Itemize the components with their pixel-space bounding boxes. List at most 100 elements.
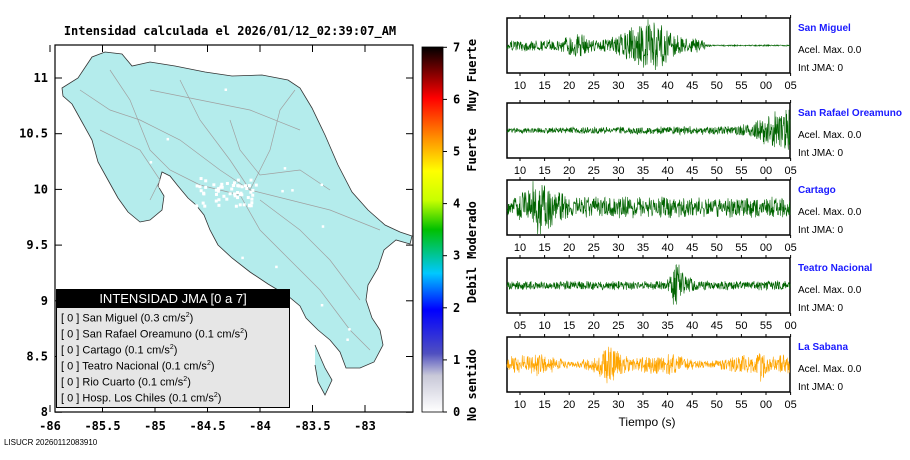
station-dot bbox=[242, 203, 246, 207]
station-dot bbox=[187, 241, 191, 245]
time-tick-label: 50 bbox=[711, 80, 723, 92]
legend-pga-close: ) bbox=[244, 328, 248, 341]
station-dot bbox=[214, 188, 218, 192]
colorbar-category-label: Debil bbox=[465, 267, 479, 303]
station-dot bbox=[249, 178, 253, 182]
station-dot bbox=[348, 328, 351, 331]
station-dot bbox=[216, 189, 220, 193]
colorbar-category-label: No sentido bbox=[465, 349, 479, 421]
time-tick-label: 55 bbox=[735, 80, 747, 92]
station-dot bbox=[275, 265, 278, 269]
time-tick-label: 40 bbox=[661, 165, 673, 177]
time-tick-label: 20 bbox=[563, 80, 575, 92]
waveform-panel: 10 15 20 25 30 35 40 45 50 55 00 05 bbox=[506, 100, 797, 177]
station-dot bbox=[240, 185, 244, 189]
time-tick-label: 10 bbox=[514, 165, 526, 177]
station-dot bbox=[217, 198, 221, 202]
time-tick-label: 00 bbox=[760, 399, 772, 411]
station-name: Teatro Nacional bbox=[798, 263, 873, 274]
station-dot bbox=[236, 196, 240, 200]
station-dot bbox=[198, 185, 202, 189]
station-dot bbox=[283, 167, 287, 170]
time-tick-label: 05 bbox=[784, 399, 796, 411]
time-tick-label: 50 bbox=[711, 399, 723, 411]
station-dot bbox=[162, 269, 165, 272]
colorbar-category-label: Moderado bbox=[465, 201, 479, 259]
time-tick-label: 20 bbox=[563, 242, 575, 254]
legend-pga: (0.1 cm/s bbox=[124, 344, 170, 357]
station-dot bbox=[199, 189, 203, 193]
station-max-accel: Acel. Max. 0.0 bbox=[798, 45, 862, 56]
time-tick-label: 10 bbox=[514, 399, 526, 411]
time-tick-label: 50 bbox=[711, 165, 723, 177]
legend-intensity: [ 0 ] bbox=[61, 360, 80, 373]
station-dot bbox=[217, 203, 221, 207]
station-dot bbox=[251, 188, 255, 192]
time-tick-label: 00 bbox=[784, 320, 796, 332]
time-tick-label: 25 bbox=[588, 242, 600, 254]
station-jma-intensity: Int JMA: 0 bbox=[798, 303, 844, 314]
station-name: San Rafael Oreamuno bbox=[798, 108, 902, 119]
station-dot bbox=[216, 187, 220, 191]
station-dot bbox=[320, 183, 324, 187]
time-tick-label: 00 bbox=[760, 242, 772, 254]
station-dot bbox=[232, 183, 236, 187]
station-dot bbox=[152, 226, 155, 230]
colorbar-category-label: Muy Fuerte bbox=[465, 39, 479, 111]
time-tick-label: 35 bbox=[637, 242, 649, 254]
time-tick-label: 25 bbox=[588, 399, 600, 411]
burica-peninsula bbox=[314, 344, 333, 396]
legend-station-name: San Miguel bbox=[82, 312, 138, 325]
time-tick-label: 20 bbox=[563, 165, 575, 177]
time-tick-label: 20 bbox=[563, 399, 575, 411]
time-tick-label: 40 bbox=[686, 320, 698, 332]
legend-pga-exponent: 2 bbox=[206, 360, 211, 367]
station-dot bbox=[240, 193, 244, 197]
legend-pga-close: ) bbox=[217, 392, 222, 405]
lat-tick-label: 8 bbox=[41, 405, 48, 419]
legend-intensity: [ 0 ] bbox=[61, 312, 80, 325]
station-dot bbox=[201, 201, 205, 205]
station-jma-intensity: Int JMA: 0 bbox=[798, 63, 844, 74]
legend-station-name: Cartago bbox=[82, 344, 122, 357]
legend-station-name: Teatro Nacional bbox=[82, 360, 159, 373]
legend-pga-close: ) bbox=[173, 344, 178, 357]
legend-pga-exponent: 2 bbox=[240, 328, 245, 335]
time-tick-label: 55 bbox=[735, 399, 747, 411]
waveform-panel: 10 15 20 25 30 35 40 45 50 55 00 05 bbox=[506, 334, 797, 411]
legend-item: [ 0 ] San Miguel (0.3 cm/s2) bbox=[57, 308, 289, 325]
time-tick-label: 35 bbox=[637, 399, 649, 411]
map-title: Intensidad calculada el 2026/01/12_02:39… bbox=[64, 24, 396, 39]
station-dot bbox=[232, 181, 236, 185]
colorbar-tick-label: 0 bbox=[453, 405, 460, 419]
time-tick-label: 05 bbox=[784, 165, 796, 177]
legend-pga-close: ) bbox=[187, 376, 191, 389]
time-tick-label: 35 bbox=[637, 165, 649, 177]
legend-item: [ 0 ] Teatro Nacional (0.1 cm/s2) bbox=[57, 356, 289, 373]
station-dot bbox=[291, 189, 294, 192]
legend-intensity: [ 0 ] bbox=[61, 344, 80, 357]
station-dot bbox=[321, 225, 325, 228]
lon-tick-label: -85 bbox=[144, 419, 166, 433]
waveform-trace bbox=[506, 181, 791, 235]
time-tick-label: 50 bbox=[711, 242, 723, 254]
station-jma-intensity: Int JMA: 0 bbox=[798, 382, 844, 393]
waveform-panel: 10 15 20 25 30 35 40 45 50 55 00 05 bbox=[506, 177, 797, 254]
time-tick-label: 20 bbox=[588, 320, 600, 332]
time-tick-label: 15 bbox=[538, 399, 550, 411]
colorbar-tick-label: 2 bbox=[453, 301, 460, 315]
legend-intensity: [ 0 ] bbox=[61, 392, 80, 405]
station-dot bbox=[132, 258, 136, 262]
station-dot bbox=[249, 190, 253, 194]
waveform-panel: 05 10 15 20 25 30 35 40 45 50 55 00 bbox=[506, 255, 797, 332]
waveform-panel: 10 15 20 25 30 35 40 45 50 55 00 05 bbox=[506, 15, 797, 92]
station-dot bbox=[220, 182, 224, 186]
station-dot bbox=[225, 197, 229, 201]
legend-item: [ 0 ] Hosp. Los Chiles (0.1 cm/s2) bbox=[57, 388, 289, 405]
station-dot bbox=[236, 184, 240, 188]
station-dot bbox=[224, 88, 228, 92]
time-tick-label: 05 bbox=[784, 80, 796, 92]
station-dot bbox=[251, 193, 255, 197]
station-dot bbox=[234, 204, 238, 208]
